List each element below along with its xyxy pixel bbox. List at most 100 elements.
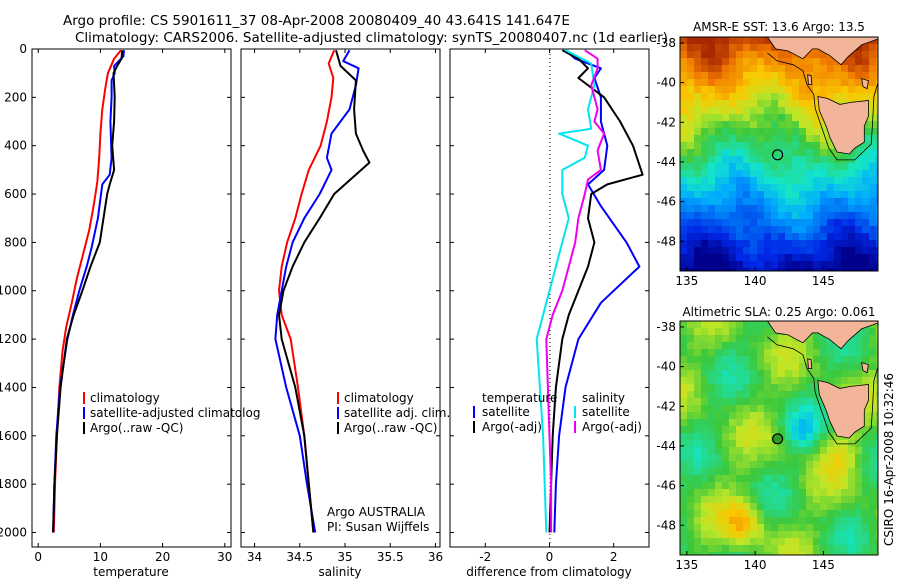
heatmap-cell: [876, 503, 878, 511]
heatmap-cell: [834, 503, 842, 511]
heatmap-cell: [757, 482, 765, 490]
heatmap-cell: [771, 184, 779, 192]
heatmap-cell: [771, 128, 779, 136]
heatmap-cell: [799, 531, 807, 539]
heatmap-cell: [715, 107, 723, 115]
heatmap-cell: [771, 475, 779, 483]
heatmap-cell: [869, 205, 877, 213]
heatmap-cell: [848, 370, 856, 378]
heatmap-cell: [743, 254, 751, 262]
heatmap-cell: [827, 356, 835, 364]
heatmap-cell: [876, 468, 878, 476]
heatmap-cell: [876, 426, 878, 434]
heatmap-cell: [855, 156, 863, 164]
heatmap-cell: [876, 531, 878, 539]
heatmap-cell: [785, 128, 793, 136]
heatmap-cell: [687, 377, 695, 385]
heatmap-cell: [680, 163, 688, 171]
heatmap-cell: [715, 454, 723, 462]
heatmap-cell: [862, 65, 870, 73]
heatmap-cell: [876, 142, 878, 150]
heatmap-cell: [792, 93, 800, 101]
heatmap-cell: [799, 440, 807, 448]
heatmap-cell: [764, 184, 772, 192]
heatmap-cell: [687, 177, 695, 185]
heatmap-cell: [764, 93, 772, 101]
heatmap-cell: [701, 58, 709, 66]
heatmap-cell: [855, 482, 863, 490]
heatmap-cell: [834, 72, 842, 80]
heatmap-cell: [876, 79, 878, 87]
heatmap-cell: [680, 86, 688, 94]
heatmap-cell: [764, 121, 772, 129]
heatmap-cell: [813, 342, 821, 350]
heatmap-cell: [778, 240, 786, 248]
heatmap-cell: [834, 475, 842, 483]
heatmap-cell: [750, 363, 758, 371]
heatmap-cell: [792, 72, 800, 80]
heatmap-cell: [820, 531, 828, 539]
heatmap-cell: [862, 440, 870, 448]
heatmap-cell: [820, 135, 828, 143]
heatmap-cell: [736, 552, 744, 555]
heatmap-cell: [820, 86, 828, 94]
heatmap-cell: [827, 468, 835, 476]
heatmap-cell: [771, 419, 779, 427]
heatmap-cell: [757, 370, 765, 378]
heatmap-cell: [813, 356, 821, 364]
heatmap-cell: [722, 261, 730, 269]
heatmap-cell: [729, 72, 737, 80]
heatmap-cell: [792, 545, 800, 553]
heatmap-cell: [841, 370, 849, 378]
heatmap-cell: [876, 482, 878, 490]
heatmap-cell: [792, 107, 800, 115]
heatmap-cell: [848, 552, 856, 555]
heatmap-cell: [680, 552, 688, 555]
heatmap-cell: [834, 433, 842, 441]
heatmap-cell: [771, 198, 779, 206]
heatmap-cell: [848, 261, 856, 269]
heatmap-cell: [876, 419, 878, 427]
heatmap-cell: [855, 268, 863, 271]
heatmap-cell: [848, 377, 856, 385]
series-line-satellite: [535, 49, 596, 533]
heatmap-cell: [799, 247, 807, 255]
heatmap-cell: [876, 461, 878, 469]
heatmap-cell: [778, 461, 786, 469]
csiro-timestamp-credit: CSIRO 16-Apr-2008 10:32:46: [882, 373, 896, 546]
heatmap-cell: [862, 482, 870, 490]
heatmap-cell: [680, 184, 688, 192]
heatmap-cell: [855, 377, 863, 385]
heatmap-cell: [862, 370, 870, 378]
heatmap-cell: [806, 524, 814, 532]
heatmap-cell: [799, 100, 807, 108]
heatmap-cell: [729, 552, 737, 555]
heatmap-cell: [687, 335, 695, 343]
heatmap-cell: [736, 177, 744, 185]
heatmap-cell: [708, 156, 716, 164]
heatmap-cell: [743, 545, 751, 553]
heatmap-cell: [876, 72, 878, 80]
heatmap-cell: [701, 254, 709, 262]
heatmap-cell: [750, 58, 758, 66]
heatmap-cell: [722, 247, 730, 255]
heatmap-cell: [736, 468, 744, 476]
heatmap-cell: [701, 475, 709, 483]
heatmap-cell: [743, 552, 751, 555]
heatmap-cell: [736, 65, 744, 73]
heatmap-cell: [855, 370, 863, 378]
heatmap-cell: [862, 524, 870, 532]
heatmap-cell: [722, 121, 730, 129]
heatmap-cell: [876, 247, 878, 255]
heatmap-cell: [715, 44, 723, 52]
heatmap-cell: [771, 86, 779, 94]
heatmap-cell: [722, 510, 730, 518]
heatmap-cell: [715, 384, 723, 392]
heatmap-cell: [792, 121, 800, 129]
heatmap-cell: [680, 349, 688, 357]
heatmap-cell: [736, 412, 744, 420]
heatmap-cell: [722, 254, 730, 262]
heatmap-cell: [820, 489, 828, 497]
heatmap-cell: [736, 447, 744, 455]
heatmap-cell: [708, 384, 716, 392]
